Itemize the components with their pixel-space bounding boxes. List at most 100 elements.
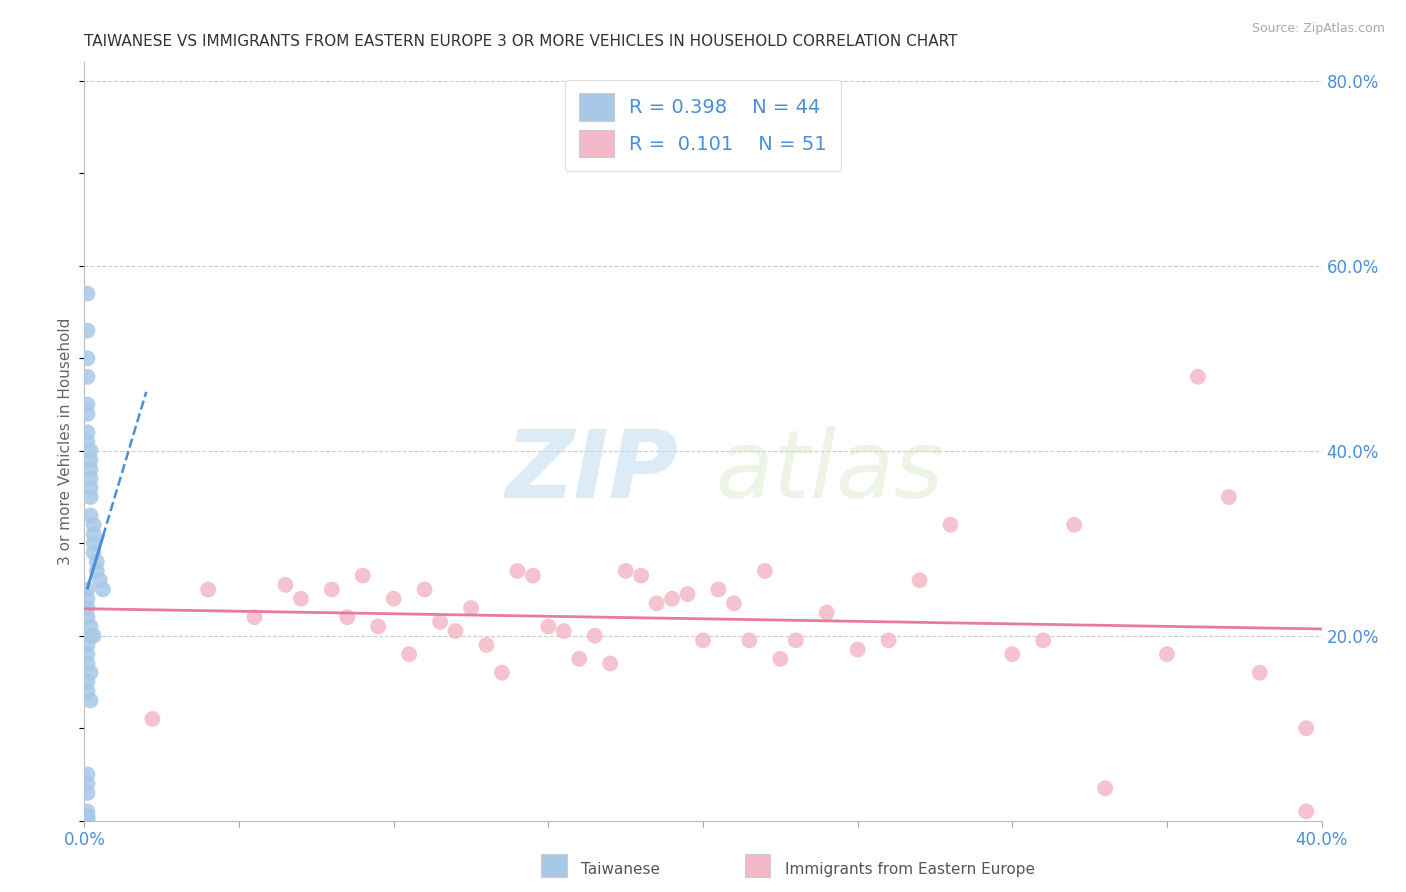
Point — [83, 527, 105, 541]
Point — [1094, 781, 1116, 796]
Point — [76, 777, 98, 791]
Point — [846, 642, 869, 657]
Point — [79, 619, 101, 633]
Point — [939, 517, 962, 532]
Point — [1156, 647, 1178, 661]
Point — [79, 508, 101, 523]
Point — [76, 805, 98, 819]
Point — [86, 555, 108, 569]
Point — [76, 425, 98, 440]
Point — [76, 767, 98, 781]
Point — [141, 712, 163, 726]
Point — [769, 652, 792, 666]
Point — [336, 610, 359, 624]
Point — [645, 596, 668, 610]
Point — [382, 591, 405, 606]
Point — [86, 564, 108, 578]
Point — [76, 786, 98, 800]
Point — [583, 629, 606, 643]
Point — [537, 619, 560, 633]
Point — [1295, 805, 1317, 819]
Point — [76, 647, 98, 661]
Point — [321, 582, 343, 597]
Text: Source: ZipAtlas.com: Source: ZipAtlas.com — [1251, 22, 1385, 36]
Point — [429, 615, 451, 629]
Point — [76, 638, 98, 652]
Text: atlas: atlas — [716, 426, 943, 517]
Point — [1187, 369, 1209, 384]
Point — [76, 434, 98, 449]
Point — [877, 633, 900, 648]
Point — [76, 675, 98, 690]
Point — [367, 619, 389, 633]
Point — [676, 587, 699, 601]
Point — [76, 811, 98, 825]
Point — [599, 657, 621, 671]
FancyBboxPatch shape — [541, 855, 567, 877]
Point — [506, 564, 529, 578]
Point — [76, 610, 98, 624]
Text: Taiwanese: Taiwanese — [581, 863, 659, 877]
Point — [522, 568, 544, 582]
Point — [89, 573, 111, 587]
Point — [79, 453, 101, 467]
Point — [413, 582, 436, 597]
Point — [79, 665, 101, 680]
Point — [460, 601, 482, 615]
Point — [815, 606, 838, 620]
Point — [79, 443, 101, 458]
Point — [76, 657, 98, 671]
Point — [83, 536, 105, 550]
Point — [76, 369, 98, 384]
Point — [76, 286, 98, 301]
Point — [1063, 517, 1085, 532]
Point — [79, 693, 101, 707]
Point — [723, 596, 745, 610]
Point — [83, 629, 105, 643]
Point — [444, 624, 467, 639]
Point — [76, 324, 98, 338]
Point — [76, 684, 98, 698]
Text: ZIP: ZIP — [505, 425, 678, 518]
Text: Immigrants from Eastern Europe: Immigrants from Eastern Europe — [785, 863, 1035, 877]
Point — [568, 652, 591, 666]
Point — [76, 582, 98, 597]
Point — [243, 610, 266, 624]
Point — [398, 647, 420, 661]
Point — [738, 633, 761, 648]
Point — [76, 407, 98, 421]
Point — [1032, 633, 1054, 648]
Point — [475, 638, 498, 652]
Point — [754, 564, 776, 578]
Point — [91, 582, 114, 597]
Point — [197, 582, 219, 597]
Point — [661, 591, 683, 606]
Point — [76, 809, 98, 823]
Point — [79, 629, 101, 643]
Point — [76, 591, 98, 606]
Point — [630, 568, 652, 582]
Point — [76, 398, 98, 412]
Point — [79, 490, 101, 504]
Point — [83, 517, 105, 532]
FancyBboxPatch shape — [745, 855, 770, 877]
Y-axis label: 3 or more Vehicles in Household: 3 or more Vehicles in Household — [58, 318, 73, 566]
Point — [1218, 490, 1240, 504]
Point — [76, 601, 98, 615]
Point — [79, 462, 101, 476]
Point — [79, 481, 101, 495]
Point — [352, 568, 374, 582]
Point — [1001, 647, 1024, 661]
Point — [83, 545, 105, 559]
Point — [491, 665, 513, 680]
Point — [785, 633, 807, 648]
Legend: R = 0.398    N = 44, R =  0.101    N = 51: R = 0.398 N = 44, R = 0.101 N = 51 — [565, 79, 841, 170]
Point — [79, 471, 101, 485]
Point — [76, 813, 98, 827]
Point — [290, 591, 312, 606]
Point — [908, 573, 931, 587]
Text: TAIWANESE VS IMMIGRANTS FROM EASTERN EUROPE 3 OR MORE VEHICLES IN HOUSEHOLD CORR: TAIWANESE VS IMMIGRANTS FROM EASTERN EUR… — [84, 34, 957, 49]
Point — [553, 624, 575, 639]
Point — [76, 351, 98, 366]
Point — [614, 564, 637, 578]
